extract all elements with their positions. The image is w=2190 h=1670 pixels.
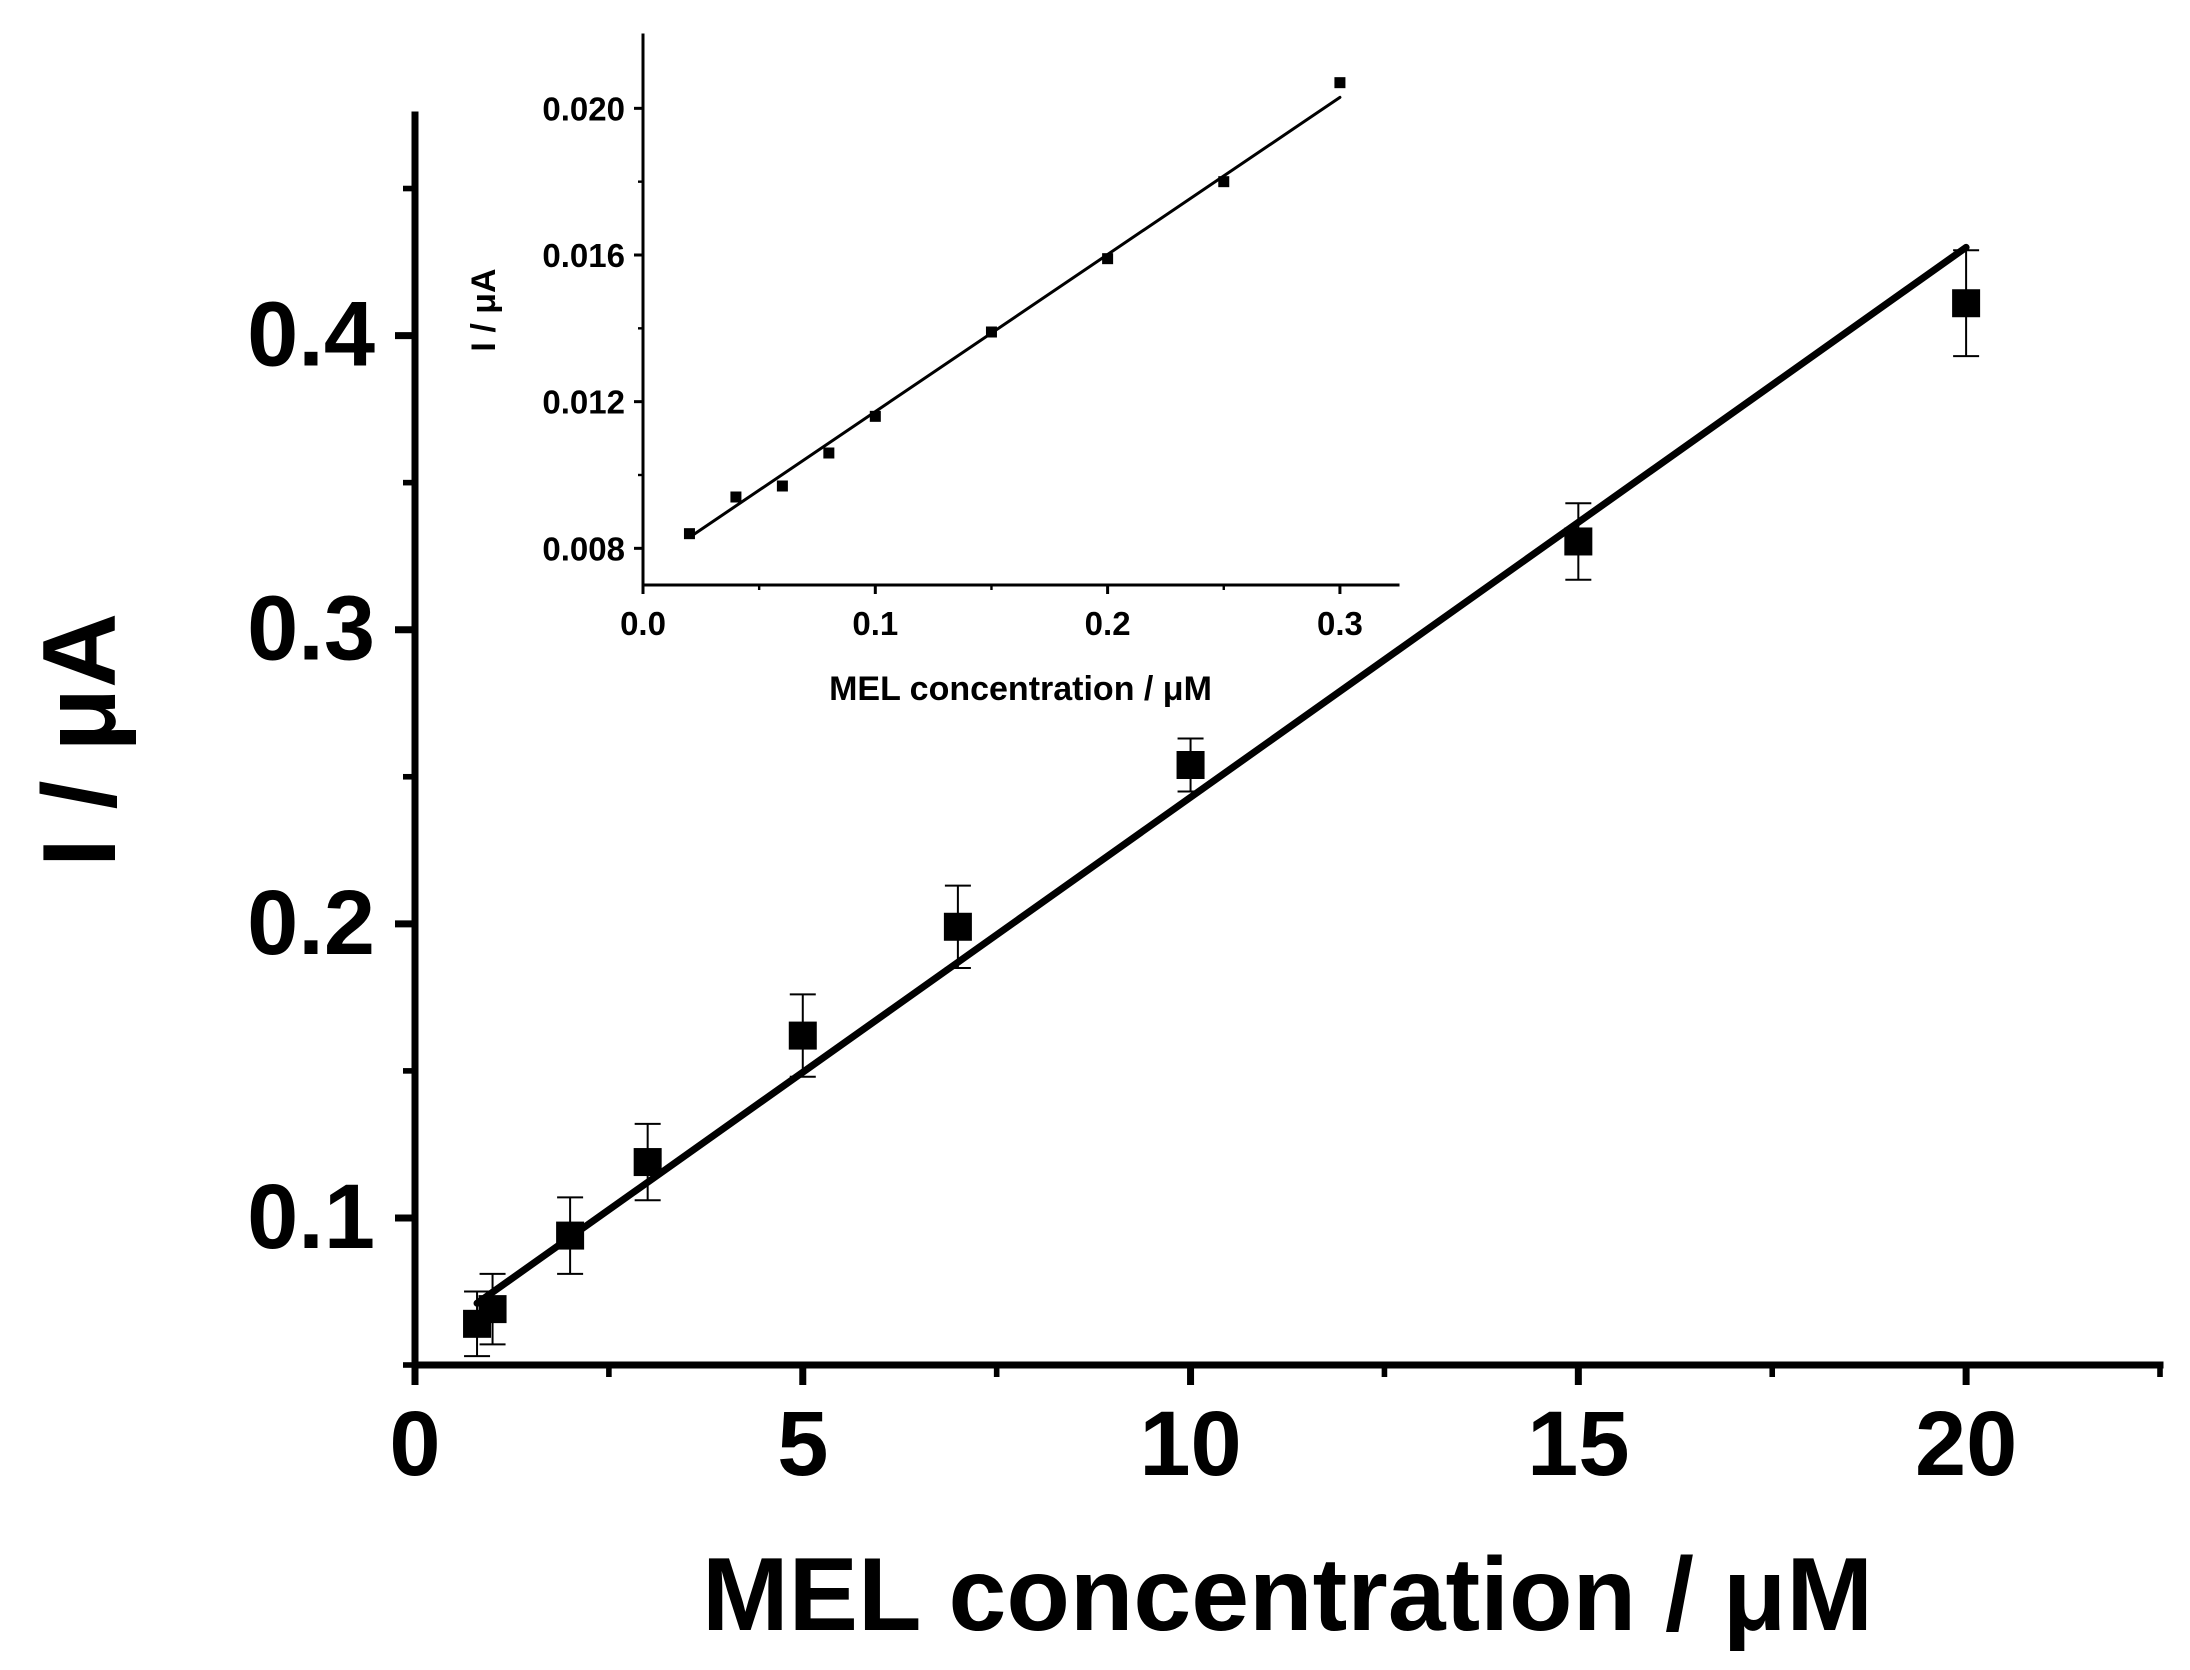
- main-x-tick-label: 15: [1527, 1393, 1629, 1495]
- main-data-point: [1952, 289, 1981, 318]
- inset-data-point: [683, 528, 695, 540]
- main-y-tick-label: 0.1: [247, 1166, 375, 1268]
- inset-y-axis-title: I / μA: [465, 268, 503, 351]
- main-x-axis-title: MEL concentration / μM: [702, 1537, 1873, 1653]
- inset-x-tick-label: 0.1: [852, 605, 898, 642]
- inset-y-tick-label: 0.012: [542, 384, 625, 421]
- main-plot: 0 5 10 15 20 0.1 0.2 0.3 0.4 MEL concentration / …: [22, 111, 2164, 1653]
- main-data-point: [1564, 527, 1593, 556]
- main-data-point: [943, 912, 972, 941]
- inset-plot: 0.0 0.1 0.2 0.3 0.008 0.012 0.016 0.020 MEL conc…: [465, 33, 1400, 708]
- inset-data-point: [1334, 77, 1346, 89]
- inset-x-tick-label: 0.2: [1085, 605, 1131, 642]
- inset-data-point: [823, 447, 835, 459]
- main-x-tick-label: 0: [389, 1393, 440, 1495]
- inset-data-point: [776, 480, 788, 492]
- main-y-tick-label: 0.2: [247, 872, 375, 974]
- inset-data-point: [730, 491, 742, 503]
- main-x-tick-label: 20: [1915, 1393, 2017, 1495]
- inset-x-axis-title: MEL concentration / μM: [829, 670, 1212, 708]
- inset-data-point: [869, 410, 881, 422]
- inset-y-tick-label: 0.016: [542, 237, 625, 274]
- main-fit-line: [473, 243, 1970, 1307]
- main-x-tick-label: 5: [777, 1393, 828, 1495]
- inset-x-tick-label: 0.0: [620, 605, 666, 642]
- main-data-point: [1176, 751, 1205, 779]
- main-data-point: [633, 1148, 662, 1177]
- inset-y-tick-label: 0.020: [542, 90, 625, 127]
- inset-y-tick-label: 0.008: [542, 530, 625, 567]
- main-data-point: [788, 1021, 817, 1050]
- main-data-point: [556, 1221, 585, 1250]
- main-x-tick-label: 10: [1139, 1393, 1241, 1495]
- main-data-point: [478, 1295, 507, 1324]
- inset-data-point: [1218, 176, 1230, 188]
- inset-x-tick-label: 0.3: [1317, 605, 1363, 642]
- main-y-tick-label: 0.4: [247, 284, 375, 386]
- inset-data-point: [1102, 253, 1114, 265]
- main-y-axis-title: I / μA: [22, 613, 138, 867]
- inset-data-point: [985, 326, 997, 338]
- main-y-tick-label: 0.3: [247, 578, 375, 680]
- inset-fit-line: [687, 95, 1342, 539]
